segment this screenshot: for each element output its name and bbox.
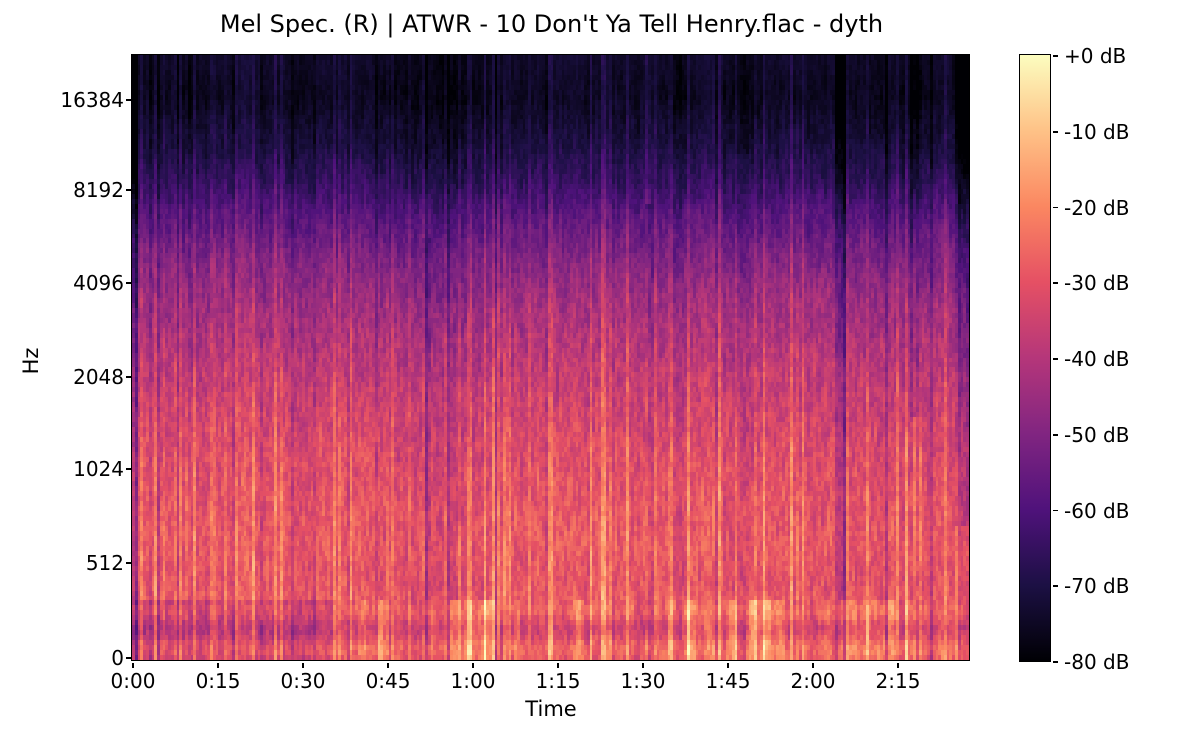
x-tick-label: 2:00 [790, 669, 836, 693]
colorbar-tick-label: -80 dB [1064, 650, 1130, 674]
x-tick-mark [217, 662, 219, 668]
colorbar-tick-label: -70 dB [1064, 574, 1130, 599]
x-tick-mark [897, 662, 899, 668]
x-axis-label: Time [525, 697, 577, 721]
y-tick-label: 0 [111, 645, 124, 670]
x-tick-mark [557, 662, 559, 668]
colorbar-tick-mark [1052, 358, 1058, 360]
colorbar-tick-label: -10 dB [1064, 119, 1130, 144]
x-tick-label: 0:15 [195, 669, 241, 693]
x-tick-mark [132, 662, 134, 668]
x-tick-label: 0:45 [365, 669, 411, 693]
x-tick-mark [302, 662, 304, 668]
colorbar-tick-mark [1052, 433, 1058, 436]
x-tick-mark [642, 662, 644, 668]
y-tick-mark [126, 376, 132, 378]
plot-area [131, 54, 971, 662]
chart-title: Mel Spec. (R) | ATWR - 10 Don't Ya Tell … [219, 10, 884, 38]
colorbar-tick-label: +0 dB [1064, 44, 1127, 68]
colorbar-tick-mark [1052, 661, 1058, 663]
y-tick-label: 16384 [60, 87, 124, 112]
y-tick-mark [126, 468, 132, 470]
y-tick-mark [126, 99, 132, 101]
y-tick-label: 8192 [73, 178, 124, 202]
mel-spectrogram-image [132, 55, 970, 661]
y-tick-mark [126, 189, 132, 191]
colorbar-tick-label: -60 dB [1064, 498, 1130, 523]
colorbar-tick-mark [1052, 509, 1058, 512]
x-tick-mark [727, 662, 729, 668]
colorbar-tick-mark [1052, 282, 1058, 285]
x-tick-mark [472, 662, 474, 668]
colorbar-tick-mark [1052, 206, 1058, 209]
y-tick-mark [126, 657, 132, 659]
colorbar-tick-label: -50 dB [1064, 422, 1130, 447]
y-tick-mark [126, 562, 132, 564]
x-tick-mark [387, 662, 389, 668]
x-tick-label: 1:00 [450, 669, 496, 693]
y-tick-label: 2048 [73, 365, 124, 389]
colorbar-tick-label: -40 dB [1064, 347, 1130, 371]
y-tick-mark [126, 282, 132, 284]
colorbar-tick-label: -30 dB [1064, 271, 1130, 296]
colorbar-tick-label: -20 dB [1064, 195, 1130, 220]
y-tick-label: 512 [85, 550, 124, 575]
x-tick-label: 1:30 [620, 669, 666, 693]
colorbar-tick-mark [1052, 585, 1058, 588]
y-tick-label: 4096 [73, 270, 124, 295]
x-tick-label: 0:30 [280, 669, 326, 693]
x-tick-label: 1:15 [535, 669, 581, 693]
x-tick-label: 2:15 [875, 669, 921, 693]
colorbar-tick-mark [1052, 130, 1058, 133]
colorbar [1019, 54, 1052, 663]
y-tick-label: 1024 [73, 456, 124, 481]
colorbar-tick-mark [1052, 55, 1058, 57]
x-tick-label: 0:00 [110, 669, 156, 693]
x-tick-mark [812, 662, 814, 668]
x-tick-label: 1:45 [705, 669, 751, 693]
